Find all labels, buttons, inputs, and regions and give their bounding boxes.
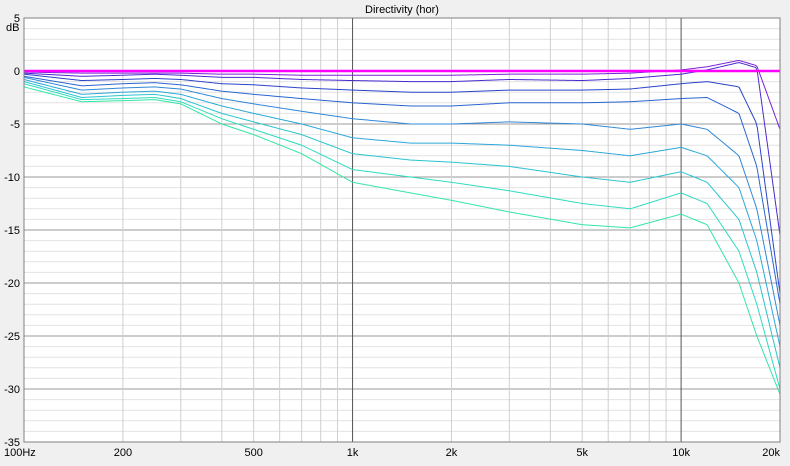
y-axis-unit-label: dB bbox=[6, 22, 19, 34]
series-line bbox=[23, 75, 781, 305]
series-line bbox=[23, 76, 781, 326]
x-tick-label: 100Hz bbox=[4, 447, 36, 459]
chart-title: Directivity (hor) bbox=[365, 4, 439, 16]
x-tick-label: 1k bbox=[347, 447, 359, 459]
y-tick-label: -15 bbox=[4, 225, 20, 237]
y-tick-label: -25 bbox=[4, 331, 20, 343]
x-tick-label: 10k bbox=[672, 447, 690, 459]
series-line bbox=[23, 86, 781, 395]
plot-frame bbox=[23, 17, 781, 443]
series-line bbox=[23, 62, 781, 236]
y-tick-label: -20 bbox=[4, 278, 20, 290]
y-tick-label: -30 bbox=[4, 384, 20, 396]
x-tick-label: 5k bbox=[576, 447, 588, 459]
series-line bbox=[23, 73, 781, 294]
y-tick-label: 0 bbox=[14, 66, 20, 78]
series-line bbox=[23, 78, 781, 347]
y-tick-label: 5 bbox=[14, 13, 20, 25]
y-tick-label: -10 bbox=[4, 172, 20, 184]
axis-ticks: 100Hz 200 500 1k 2k 5k 10k 20k 5 0 -5 -10 -15 -20 -25 -… bbox=[4, 13, 780, 459]
y-tick-label: -5 bbox=[10, 119, 20, 131]
series-lines bbox=[23, 59, 781, 395]
x-tick-label: 2k bbox=[446, 447, 458, 459]
x-tick-label: 200 bbox=[114, 447, 132, 459]
x-tick-label: 500 bbox=[244, 447, 262, 459]
series-line bbox=[23, 83, 781, 390]
x-tick-label: 20k bbox=[762, 447, 780, 459]
series-line bbox=[23, 81, 781, 368]
y-tick-label: -35 bbox=[4, 437, 20, 449]
